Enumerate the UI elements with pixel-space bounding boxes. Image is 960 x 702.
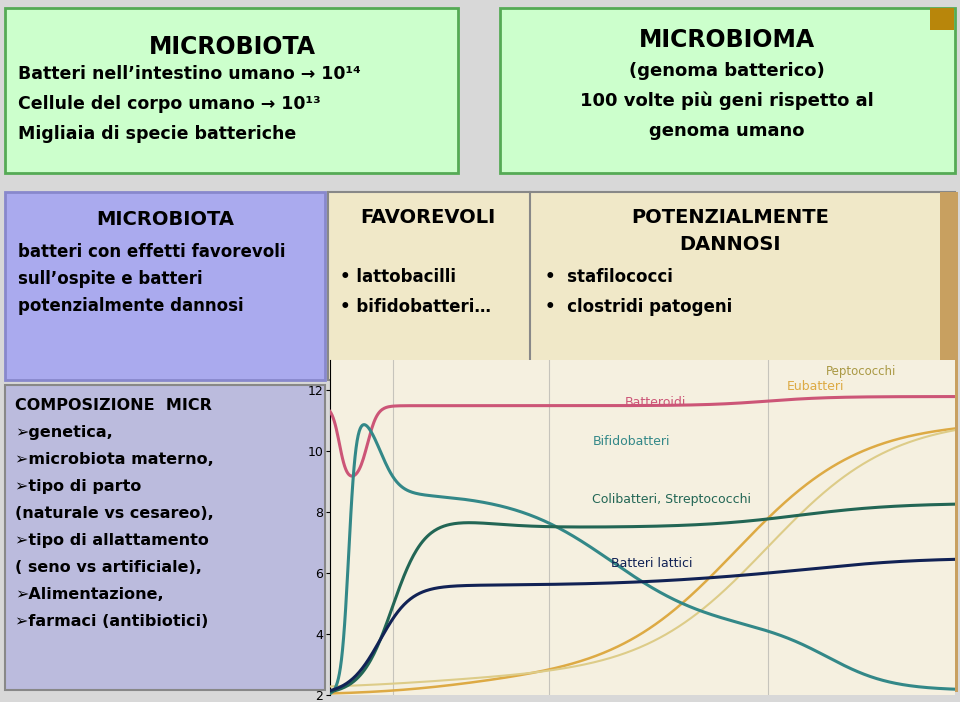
Text: COMPOSIZIONE  MICR: COMPOSIZIONE MICR [15,398,212,413]
Text: ➢farmaci (antibiotici): ➢farmaci (antibiotici) [15,614,208,629]
Text: Eubatteri: Eubatteri [786,380,844,393]
Text: ➢tipo di allattamento: ➢tipo di allattamento [15,533,209,548]
Text: MICROBIOTA: MICROBIOTA [96,210,234,229]
Text: ➢genetica,: ➢genetica, [15,425,112,440]
FancyBboxPatch shape [500,8,955,173]
Text: ( seno vs artificiale),: ( seno vs artificiale), [15,560,202,575]
Text: ➢microbiota materno,: ➢microbiota materno, [15,452,214,467]
Text: DANNOSI: DANNOSI [680,235,780,254]
Text: Bifidobatteri: Bifidobatteri [592,435,670,449]
Bar [930,8,954,30]
Text: 100 volte più geni rispetto al: 100 volte più geni rispetto al [580,92,874,110]
FancyBboxPatch shape [940,192,958,692]
Text: •  stafilococci: • stafilococci [545,268,673,286]
Text: (naturale vs cesareo),: (naturale vs cesareo), [15,506,214,521]
Text: ➢tipo di parto: ➢tipo di parto [15,479,141,494]
Text: POTENZIALMENTE: POTENZIALMENTE [631,208,828,227]
Text: •  clostridi patogeni: • clostridi patogeni [545,298,732,316]
Text: MICROBIOTA: MICROBIOTA [149,35,316,59]
FancyBboxPatch shape [5,385,325,690]
Text: genoma umano: genoma umano [649,122,804,140]
Text: potenzialmente dannosi: potenzialmente dannosi [18,297,244,315]
Text: MICROBIOMA: MICROBIOMA [639,28,815,52]
Text: Batteri nell’intestino umano → 10¹⁴: Batteri nell’intestino umano → 10¹⁴ [18,65,361,83]
Text: Migliaia di specie batteriche: Migliaia di specie batteriche [18,125,297,143]
Text: • lattobacilli: • lattobacilli [340,268,456,286]
Text: Batteri lattici: Batteri lattici [612,557,693,570]
Text: FAVOREVOLI: FAVOREVOLI [360,208,495,227]
Text: batteri con effetti favorevoli: batteri con effetti favorevoli [18,243,285,261]
FancyBboxPatch shape [328,192,955,380]
FancyBboxPatch shape [5,8,458,173]
Text: sull’ospite e batteri: sull’ospite e batteri [18,270,203,288]
Text: (genoma batterico): (genoma batterico) [629,62,825,80]
Text: Cellule del corpo umano → 10¹³: Cellule del corpo umano → 10¹³ [18,95,321,113]
Text: • bifidobatteri…: • bifidobatteri… [340,298,491,316]
Text: Colibatteri, Streptococchi: Colibatteri, Streptococchi [592,493,752,506]
FancyBboxPatch shape [5,192,325,380]
Text: ➢Alimentazione,: ➢Alimentazione, [15,587,163,602]
Text: Batteroidi: Batteroidi [624,396,685,409]
Text: Paolo Pallini -2014: Paolo Pallini -2014 [741,670,900,685]
Text: Peptococchi: Peptococchi [826,365,897,378]
